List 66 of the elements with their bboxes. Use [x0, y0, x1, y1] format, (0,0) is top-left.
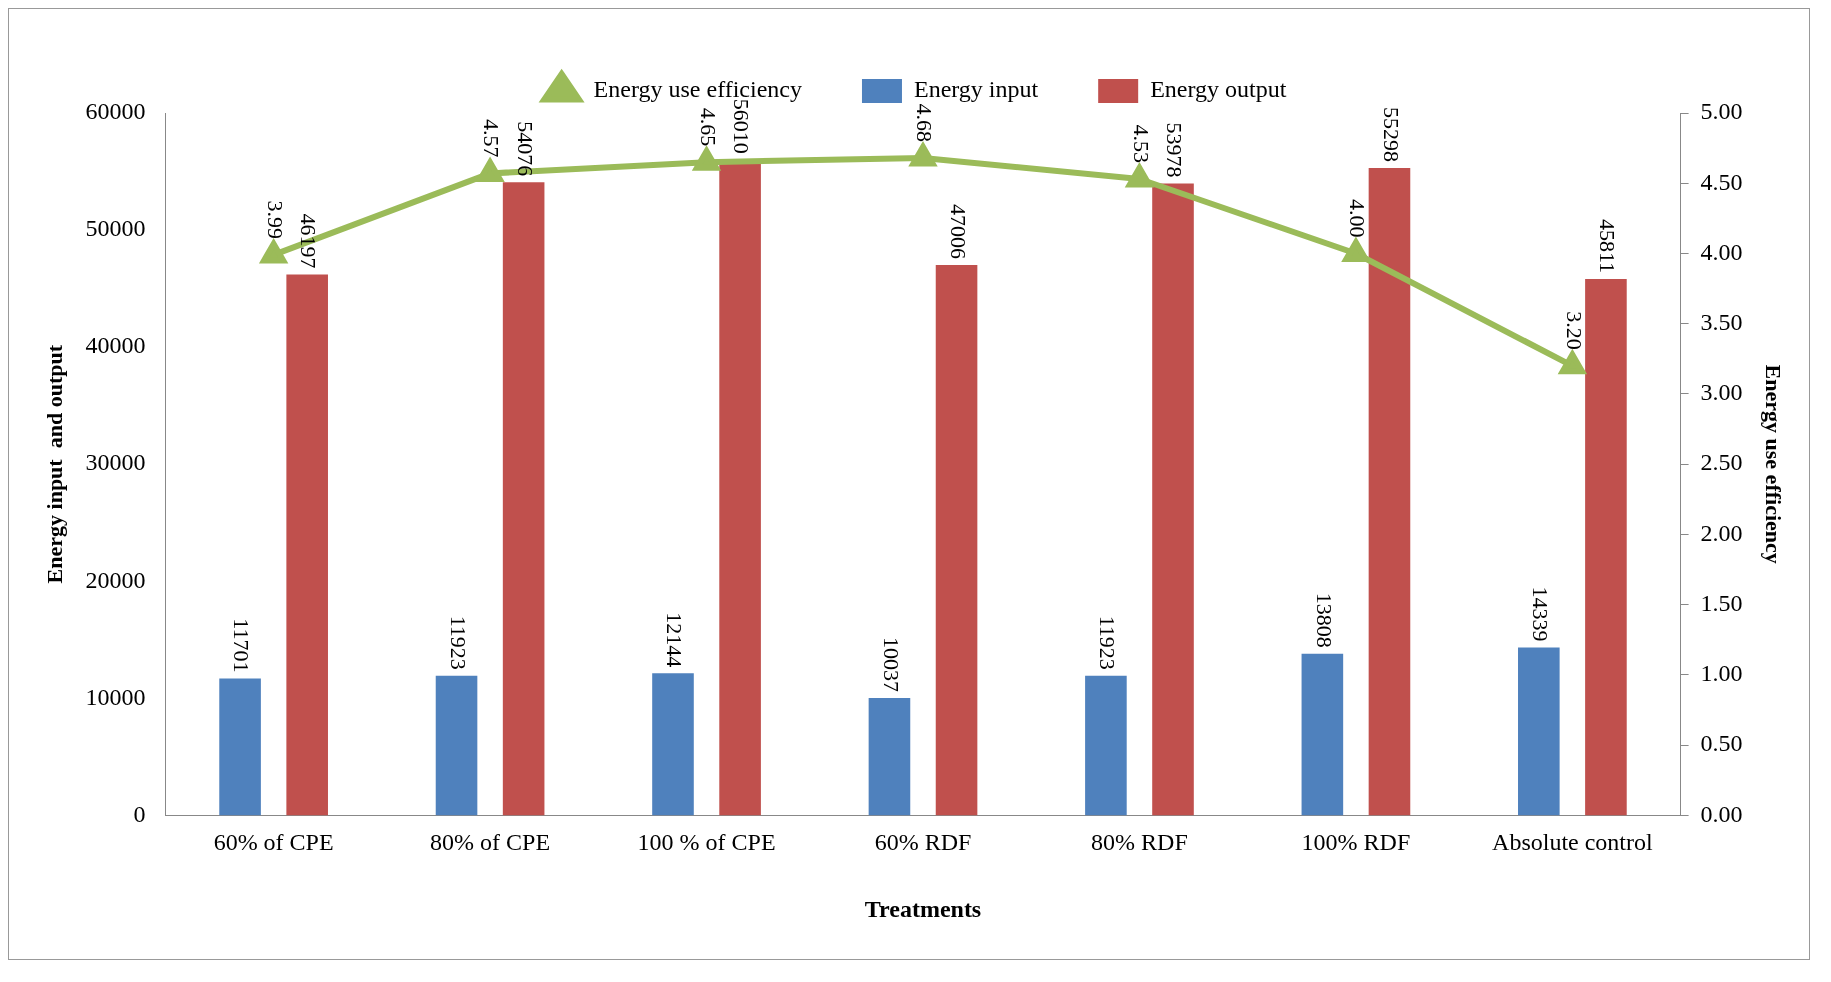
bar [1301, 653, 1344, 816]
data-label: 45811 [1595, 218, 1621, 274]
y2-tick-label: 3.50 [1700, 309, 1743, 336]
bar [1368, 168, 1411, 816]
x-tick-label: 60% RDF [874, 829, 972, 856]
y2-tick-label: 2.00 [1700, 519, 1743, 546]
bar [1085, 675, 1127, 816]
y2-tick-label: 3.00 [1700, 379, 1743, 406]
y2-tick-label: 1.50 [1700, 589, 1743, 616]
y-tick-label: 20000 [85, 566, 146, 593]
data-label: 47006 [945, 204, 971, 260]
data-label: 11923 [445, 615, 471, 670]
bar [1585, 279, 1627, 816]
legend-label: Energy input [913, 76, 1039, 103]
y2-tick-label: 5.00 [1700, 98, 1743, 125]
y2-axis-title: Energy use efficiency [1761, 364, 1787, 564]
x-tick-label: 80% of CPE [430, 829, 551, 856]
y-tick-label: 10000 [85, 683, 146, 710]
y-tick-label: 60000 [85, 98, 146, 125]
data-label: 12144 [662, 612, 688, 668]
data-label: 55298 [1378, 107, 1404, 163]
point [259, 238, 289, 264]
y2-tick-label: 0.00 [1700, 800, 1743, 827]
x-tick-label: 100% RDF [1301, 829, 1411, 856]
y2-tick-label: 2.50 [1700, 449, 1743, 476]
point [908, 141, 938, 167]
data-label: 10037 [878, 636, 904, 692]
data-label: 11701 [229, 618, 255, 673]
x-tick-label: 100 % of CPE [637, 829, 776, 856]
bar [1518, 647, 1560, 816]
bar [652, 673, 694, 816]
data-label: 4.53 [1128, 124, 1154, 164]
y2-tick-label: 1.00 [1700, 660, 1743, 687]
x-tick-label: 80% RDF [1091, 829, 1188, 856]
data-label: 11923 [1095, 615, 1121, 670]
point [1557, 349, 1587, 375]
x-axis-title: Treatments [864, 895, 982, 922]
y-tick-label: 40000 [85, 332, 146, 359]
y-tick-label: 0 [133, 800, 146, 827]
data-label: 4.68 [912, 103, 938, 142]
y-tick-label: 50000 [85, 215, 146, 242]
y2-tick-label: 0.50 [1700, 730, 1743, 757]
y-tick-label: 30000 [85, 449, 146, 476]
bar [935, 265, 978, 816]
x-tick-label: 60% of CPE [213, 829, 334, 856]
data-label: 4.00 [1345, 198, 1371, 238]
data-label: 4.65 [695, 107, 721, 147]
data-label: 13808 [1311, 592, 1337, 648]
bar [502, 182, 545, 816]
bar [435, 675, 478, 816]
legend-label: Energy output [1150, 76, 1287, 103]
y2-tick-label: 4.00 [1700, 238, 1743, 265]
data-label: 14339 [1528, 586, 1554, 642]
bar [219, 678, 261, 816]
data-label: 4.57 [479, 118, 505, 158]
y2-tick-label: 4.50 [1700, 168, 1743, 195]
data-label: 46197 [296, 213, 322, 269]
bar [868, 697, 911, 816]
data-label: 53978 [1162, 122, 1188, 178]
data-label: 54076 [512, 121, 538, 177]
data-label: 3.99 [262, 200, 288, 239]
bar [286, 274, 328, 816]
bar [1152, 183, 1194, 816]
data-label: 3.20 [1561, 311, 1587, 350]
y-axis-title: Energy input and output [41, 344, 67, 584]
x-tick-label: Absolute control [1492, 829, 1654, 856]
